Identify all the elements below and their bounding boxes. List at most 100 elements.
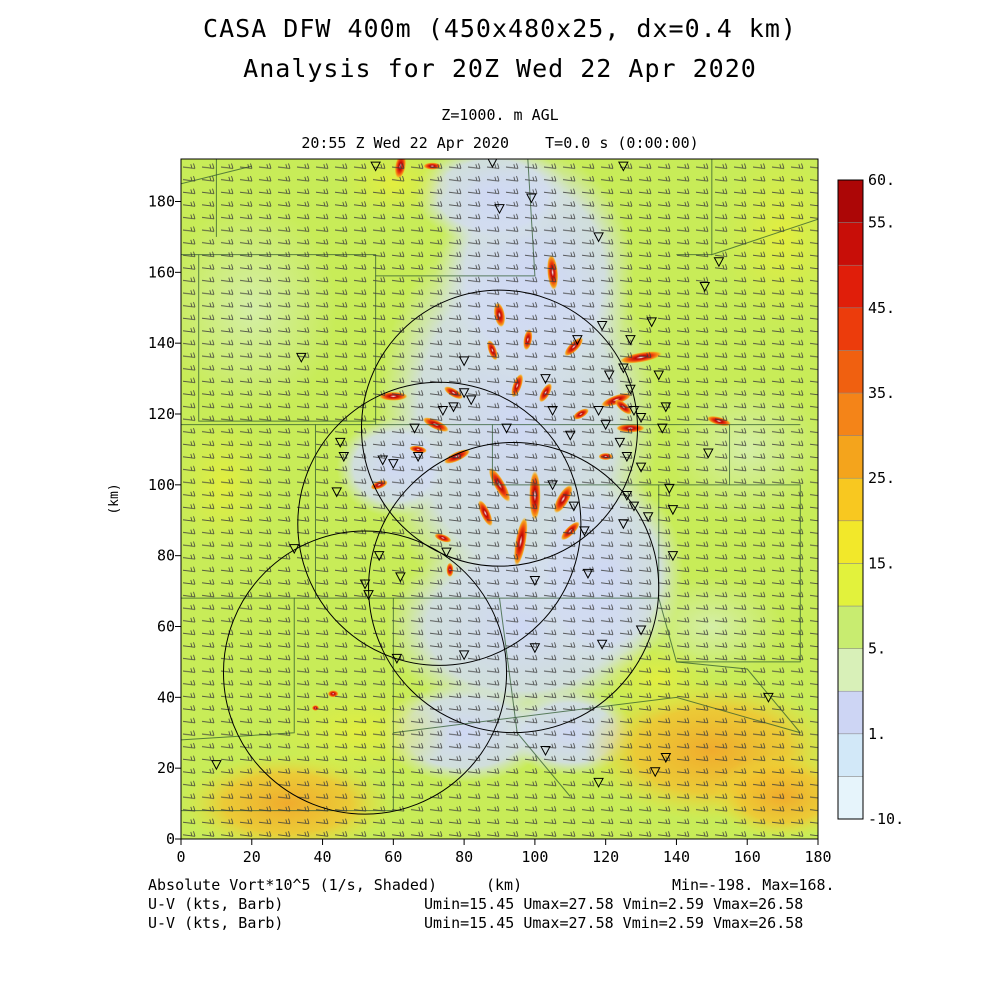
station-marker (667, 551, 679, 562)
station-marker (653, 370, 665, 381)
station-marker (646, 317, 658, 328)
station-marker (635, 462, 647, 473)
station-marker (642, 512, 654, 523)
y-tick-label: 60 (157, 618, 175, 636)
station-marker (359, 579, 371, 590)
station-marker (334, 437, 346, 448)
station-marker (702, 448, 714, 459)
colorbar-swatch (837, 648, 864, 692)
y-tick-label: 160 (148, 263, 175, 281)
station-marker (625, 335, 636, 346)
station-marker (441, 547, 452, 558)
radar-range-circle (222, 530, 508, 815)
station-marker (593, 777, 604, 788)
colorbar-swatch (837, 690, 864, 735)
station-marker (596, 639, 608, 650)
barb-stats-1: Umin=15.45 Umax=27.58 Vmin=2.59 Vmax=26.… (424, 895, 804, 913)
y-tick-label: 140 (148, 334, 175, 352)
wind-barbs (181, 159, 818, 839)
field-label: Absolute Vort*10^5 (1/s, Shaded) (148, 876, 437, 894)
station-marker (211, 760, 222, 771)
station-marker (572, 335, 583, 346)
station-marker (564, 430, 576, 441)
radar-range-circles (222, 289, 660, 815)
station-marker (667, 505, 679, 516)
y-tick-label: 0 (166, 830, 175, 848)
colorbar-swatch (837, 307, 864, 351)
x-tick-label: 40 (314, 848, 332, 866)
plot-frame (180, 158, 819, 840)
y-axis: 0 20 40 60 80 100 120 140 160 180 (148, 193, 181, 848)
min-max-label: Min=-198. Max=168. (672, 876, 835, 894)
station-marker (377, 455, 389, 466)
colorbar-swatch (837, 350, 864, 394)
x-tick-label: 140 (663, 848, 690, 866)
station-marker (618, 519, 629, 530)
station-marker (713, 257, 725, 268)
station-marker (458, 356, 470, 367)
colorbar-label: 60. (868, 171, 895, 189)
y-tick-label: 20 (157, 759, 175, 777)
station-marker (618, 363, 629, 374)
station-marker (494, 204, 505, 215)
x-tick-label: 60 (384, 848, 402, 866)
x-tick-label: 100 (521, 848, 548, 866)
station-marker (458, 650, 470, 661)
station-marker (529, 575, 541, 587)
station-marker (603, 370, 615, 381)
station-marker (547, 405, 558, 417)
station-marker (628, 405, 640, 417)
station-marker (582, 568, 594, 579)
radar-range-circle (360, 289, 639, 567)
colorbar-swatch (837, 435, 864, 479)
chart-title-line1: CASA DFW 400m (450x480x25, dx=0.4 km) (203, 14, 797, 43)
station-marker (373, 551, 385, 562)
colorbar-swatch (837, 222, 864, 266)
station-marker (529, 643, 541, 654)
colorbar-label: 55. (868, 214, 895, 232)
colorbar-swatch (837, 392, 864, 436)
station-marker (614, 437, 626, 448)
colorbar-label: 45. (868, 299, 895, 317)
station-marker (412, 452, 424, 463)
wind-barb-field (181, 159, 818, 839)
x-tick-label: 0 (176, 848, 185, 866)
station-marker (540, 745, 551, 757)
y-tick-label: 80 (157, 547, 175, 565)
station-marker (540, 374, 551, 385)
x-tick-label: 20 (243, 848, 261, 866)
colorbar-label: 5. (868, 640, 886, 658)
station-marker (288, 544, 300, 555)
colorbar-swatch (837, 264, 864, 309)
colorbar-swatch (837, 520, 864, 564)
station-marker (501, 423, 512, 434)
station-marker (295, 352, 307, 363)
station-marker (391, 653, 403, 664)
station-marker (593, 405, 604, 417)
station-marker (458, 388, 470, 399)
station-marker (625, 384, 636, 395)
station-marker (600, 420, 611, 431)
radar-range-circle (297, 381, 582, 666)
station-marker (660, 753, 672, 764)
station-marker (448, 402, 459, 413)
level-label: Z=1000. m AGL (441, 106, 559, 124)
y-axis-label: (km) (107, 483, 122, 514)
y-tick-label: 120 (148, 405, 175, 423)
barb-stats-2: Umin=15.45 Umax=27.58 Vmin=2.59 Vmax=26.… (424, 914, 804, 932)
station-marker (547, 480, 558, 491)
y-tick-label: 100 (148, 476, 175, 494)
station-marker (664, 483, 675, 494)
x-tick-label: 120 (592, 848, 619, 866)
station-marker (628, 501, 640, 512)
colorbar-swatch (837, 733, 864, 777)
colorbar: -10. 1. 5. 15. 25. 35. 45. 55. 60. (837, 171, 904, 828)
colorbar-label: -10. (868, 810, 904, 828)
station-marker (409, 423, 420, 434)
station-marker (635, 625, 647, 636)
x-tick-label: 160 (734, 848, 761, 866)
station-marker (649, 767, 661, 778)
colorbar-label: 1. (868, 725, 886, 743)
colorbar-swatch (837, 563, 864, 607)
